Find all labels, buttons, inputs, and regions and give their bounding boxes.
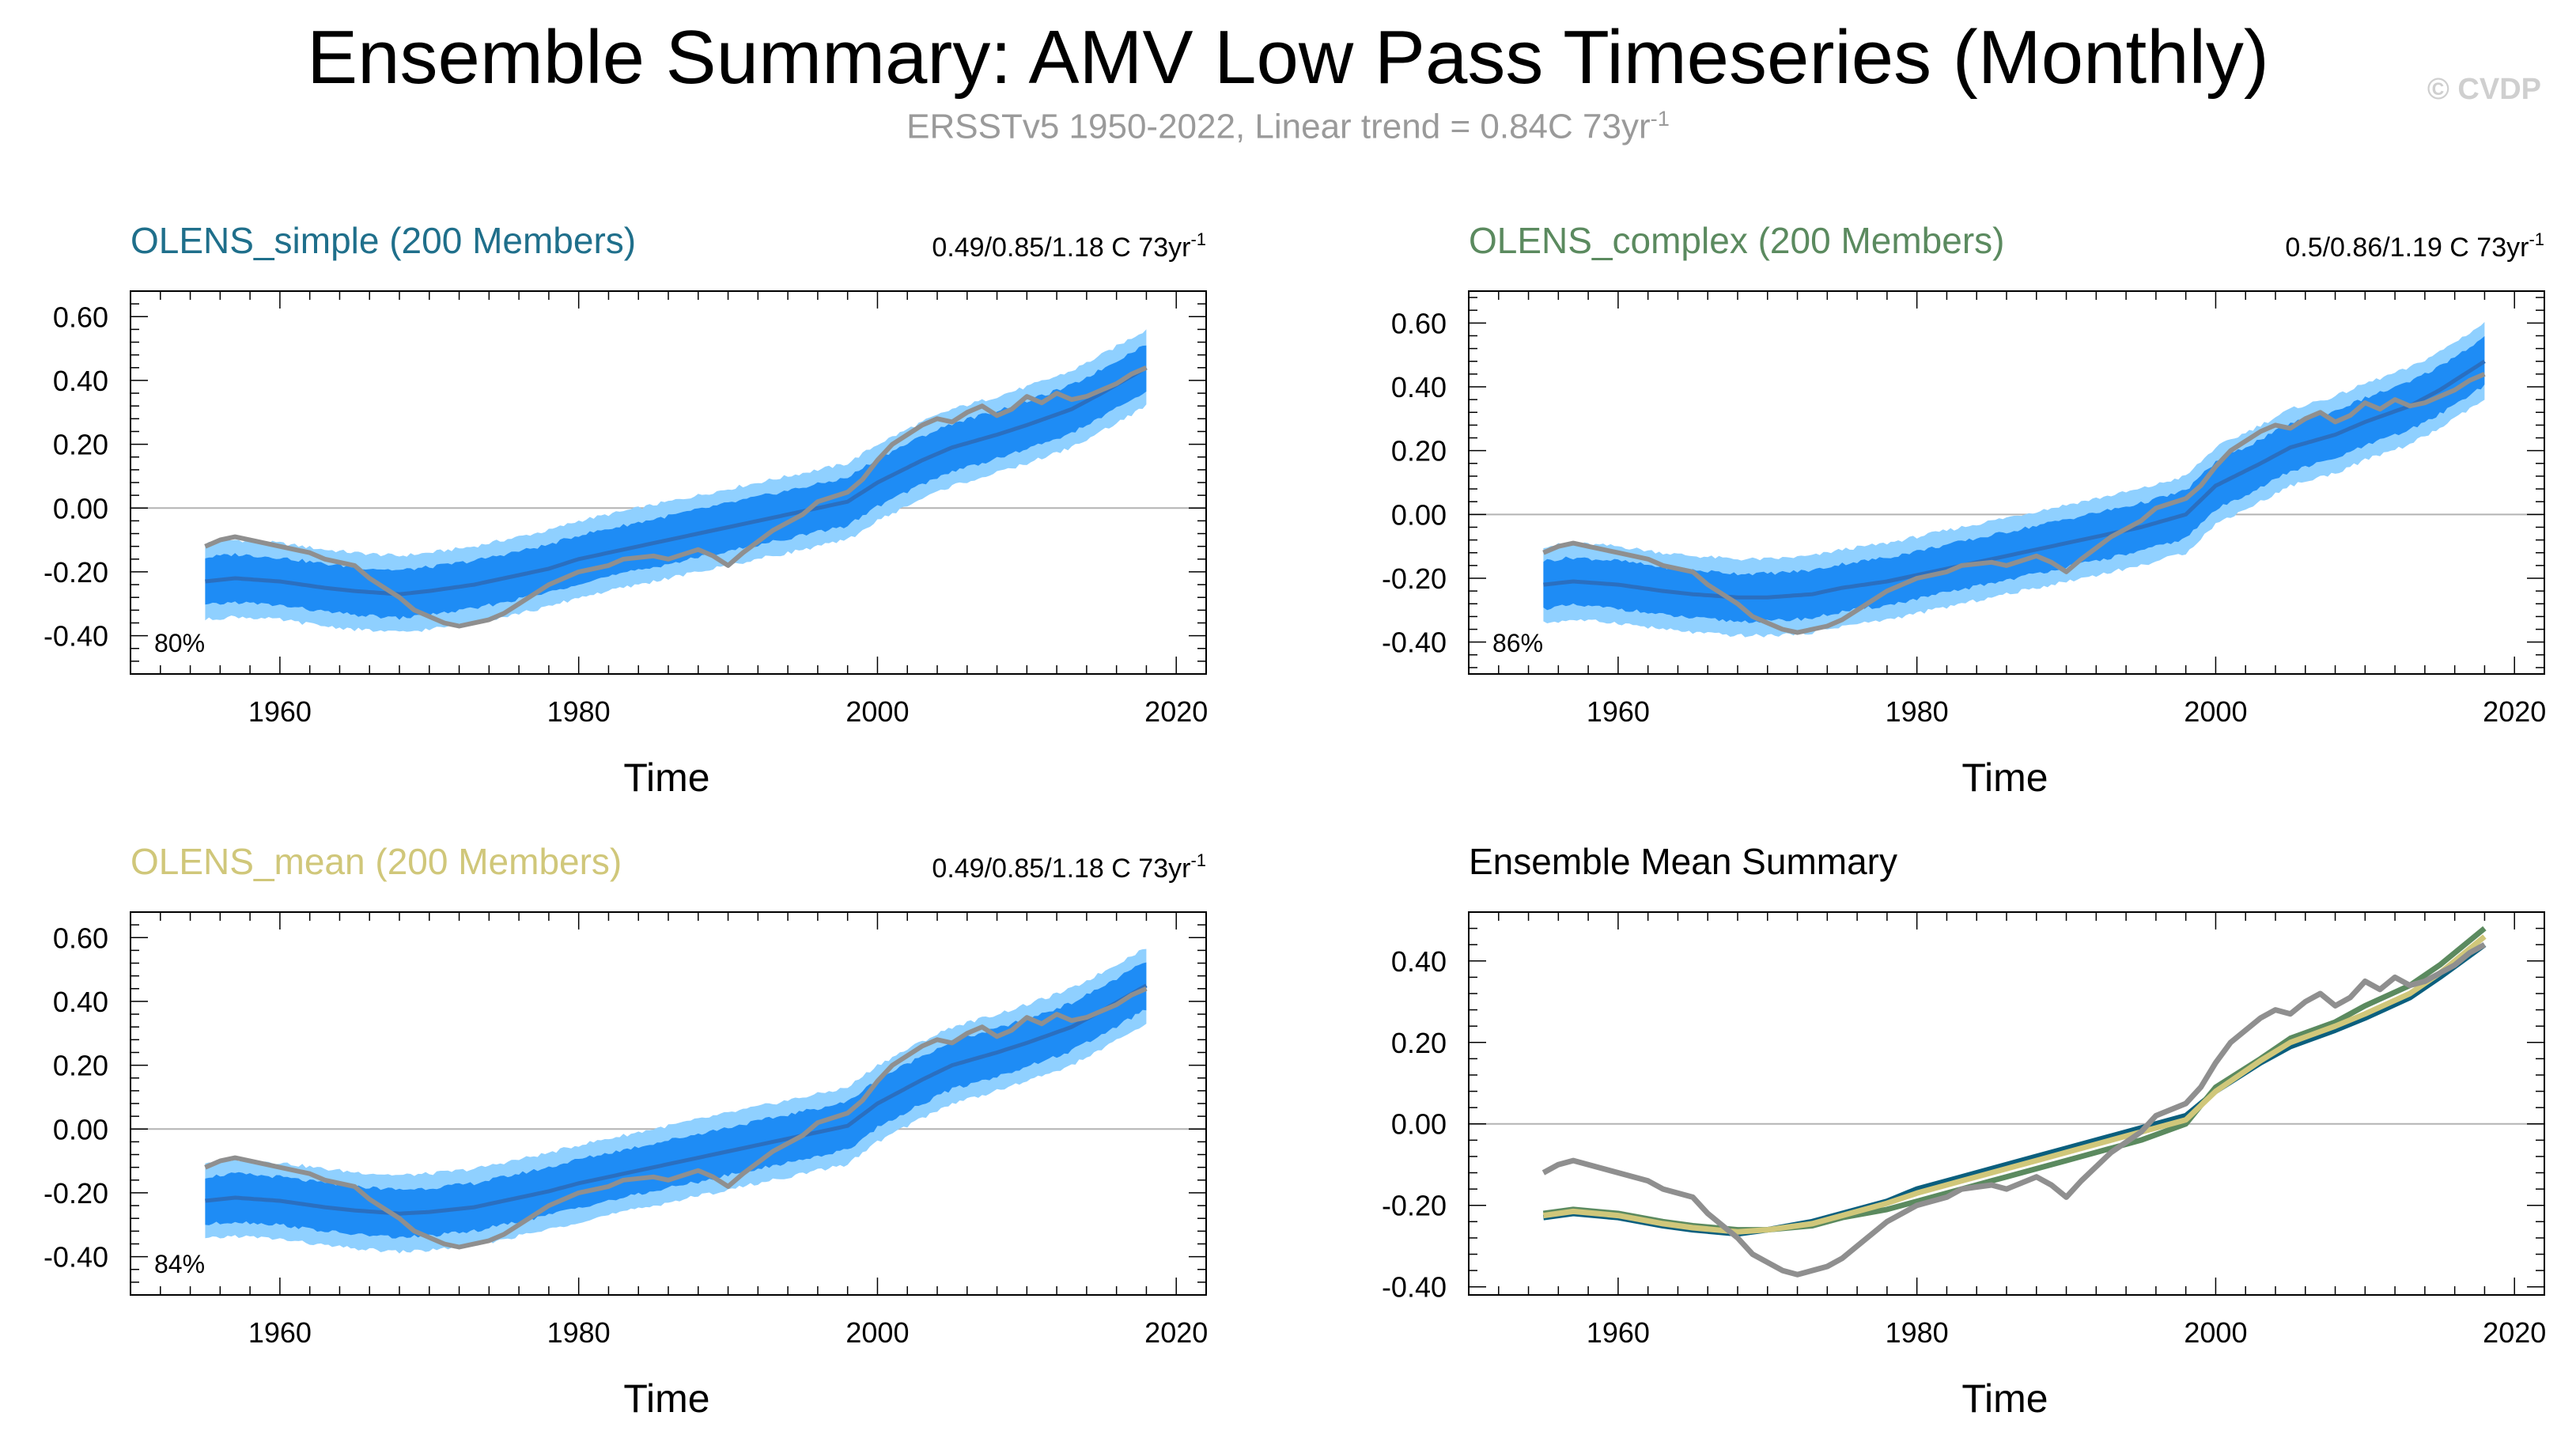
percent-label: 80% <box>154 629 205 657</box>
y-tick-label: 0.60 <box>53 922 108 954</box>
series-line-olens_simple <box>1542 942 2487 1237</box>
x-tick-label: 2000 <box>2184 1316 2247 1349</box>
y-tick-label: 0.40 <box>1391 371 1447 403</box>
y-tick-label: 0.00 <box>53 492 108 524</box>
y-tick-label: -0.40 <box>44 620 108 653</box>
x-tick-label: 1980 <box>547 1316 611 1349</box>
panel-stat: 0.49/0.85/1.18 C 73yr-1 <box>932 850 1206 884</box>
panel-olens_complex: OLENS_complex (200 Members) 0.5/0.86/1.19… <box>1382 220 2546 800</box>
y-tick-label: 0.40 <box>1391 945 1447 978</box>
percent-label: 84% <box>154 1250 205 1278</box>
x-tick-label: 1960 <box>248 1316 312 1349</box>
x-tick-label: 1980 <box>1886 1316 1949 1349</box>
panel-olens_mean: OLENS_mean (200 Members) 0.49/0.85/1.18 C… <box>44 841 1208 1421</box>
x-tick-label: 1960 <box>248 695 312 728</box>
x-tick-label: 1960 <box>1587 1316 1650 1349</box>
ensemble-inner-band <box>205 962 1147 1239</box>
ensemble-outer-band <box>205 948 1147 1254</box>
panel-stat-superscript: -1 <box>1190 229 1206 249</box>
panel-stat: 0.49/0.85/1.18 C 73yr-1 <box>932 229 1206 263</box>
observations-line <box>1542 372 2486 635</box>
panel-ensemble_mean_summary: Ensemble Mean Summary 1960 1980 2000 2020 -0.… <box>1382 841 2546 1421</box>
figure-title: Ensemble Summary: AMV Low Pass Timeserie… <box>307 15 2269 100</box>
y-tick-label: 0.40 <box>53 365 108 397</box>
panel-stat: 0.5/0.86/1.19 C 73yr-1 <box>2285 229 2544 263</box>
panel-stat-superscript: -1 <box>2529 229 2544 249</box>
x-axis-title: Time <box>623 755 709 800</box>
x-axis-title: Time <box>1961 1376 2048 1421</box>
y-tick-label: -0.20 <box>1382 1190 1447 1222</box>
panel-stat-text: 0.49/0.85/1.18 C 73yr <box>932 233 1190 263</box>
subtitle-superscript: -1 <box>1650 106 1670 131</box>
observations-line <box>204 365 1148 629</box>
y-tick-label: -0.20 <box>44 556 108 589</box>
series-line-ersstv5 <box>1541 942 2487 1278</box>
x-tick-label: 1980 <box>547 695 611 728</box>
series-line-olens_mean <box>1542 934 2487 1235</box>
x-tick-label: 2000 <box>2184 695 2247 728</box>
panel-stat-superscript: -1 <box>1190 850 1206 870</box>
y-tick-label: 0.60 <box>1391 307 1447 339</box>
y-tick-label: -0.40 <box>1382 1271 1447 1304</box>
subtitle-text: ERSSTv5 1950-2022, Linear trend = 0.84C … <box>906 107 1651 146</box>
y-tick-label: -0.40 <box>1382 627 1447 659</box>
panel-stat-text: 0.49/0.85/1.18 C 73yr <box>932 854 1190 884</box>
ensemble-outer-band <box>205 329 1147 632</box>
panel-stat-text: 0.5/0.86/1.19 C 73yr <box>2285 233 2529 263</box>
x-tick-label: 2000 <box>845 1316 909 1349</box>
cvdp-watermark: © CVDP <box>2427 73 2541 106</box>
ensemble-inner-band <box>1543 335 2485 623</box>
x-tick-label: 1980 <box>1886 695 1949 728</box>
y-tick-label: 0.20 <box>1391 435 1447 468</box>
ensemble-mean-line <box>205 983 1148 1216</box>
x-tick-label: 2020 <box>2483 1316 2546 1349</box>
y-tick-label: 0.00 <box>53 1113 108 1145</box>
ensemble-mean-line <box>1543 359 2486 600</box>
y-tick-label: 0.60 <box>53 301 108 333</box>
y-tick-label: 0.20 <box>53 1050 108 1082</box>
plot-area <box>131 329 1206 632</box>
y-tick-label: 0.00 <box>1391 498 1447 531</box>
panel-olens_simple: OLENS_simple (200 Members) 0.49/0.85/1.18… <box>44 220 1208 800</box>
x-tick-label: 2000 <box>845 695 909 728</box>
y-tick-label: -0.20 <box>44 1177 108 1210</box>
ensemble-mean-line <box>205 365 1148 596</box>
y-tick-label: 0.20 <box>53 429 108 461</box>
x-tick-label: 2020 <box>1144 695 1208 728</box>
x-tick-label: 2020 <box>2483 695 2546 728</box>
x-tick-label: 2020 <box>1144 1316 1208 1349</box>
y-tick-label: -0.20 <box>1382 562 1447 595</box>
ensemble-inner-band <box>205 345 1147 620</box>
x-axis-title: Time <box>623 1376 709 1421</box>
plot-area <box>1469 926 2544 1278</box>
panel-title: Ensemble Mean Summary <box>1469 841 1897 882</box>
percent-label: 86% <box>1492 629 1543 657</box>
panel-title: OLENS_simple (200 Members) <box>131 220 636 261</box>
plot-frame <box>1468 911 2545 1296</box>
y-tick-label: -0.40 <box>44 1241 108 1274</box>
observations-line <box>204 986 1148 1250</box>
y-tick-label: 0.20 <box>1391 1027 1447 1059</box>
panel-title: OLENS_complex (200 Members) <box>1469 220 2004 261</box>
x-axis-title: Time <box>1961 755 2048 800</box>
plot-area <box>1469 322 2544 638</box>
y-tick-label: 0.40 <box>53 986 108 1018</box>
plot-area <box>131 948 1206 1254</box>
panel-title: OLENS_mean (200 Members) <box>131 841 622 882</box>
figure-subtitle: ERSSTv5 1950-2022, Linear trend = 0.84C … <box>0 106 2576 147</box>
y-tick-label: 0.00 <box>1391 1108 1447 1141</box>
x-tick-label: 1960 <box>1587 695 1650 728</box>
